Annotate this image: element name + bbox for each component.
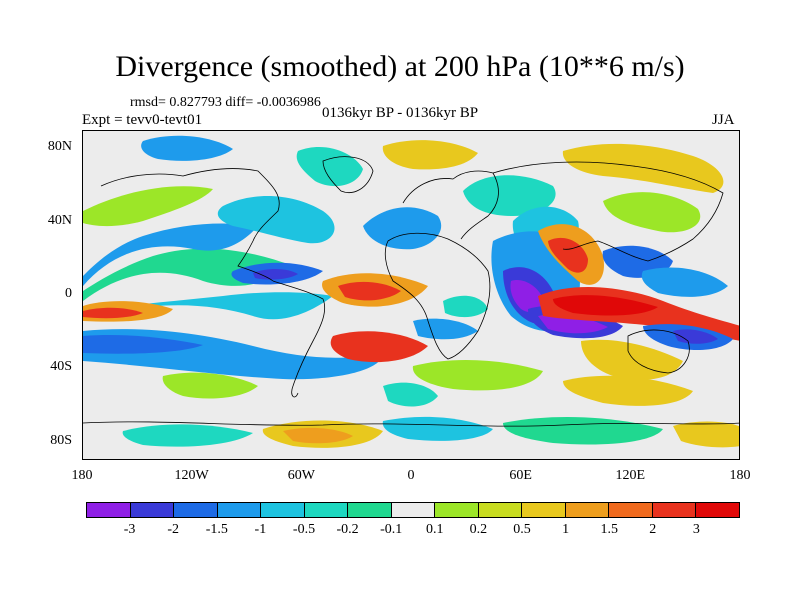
contour-blob: [412, 359, 543, 391]
coastlines: [83, 156, 739, 427]
lat-tick-label: 0: [65, 286, 72, 301]
colorbar-swatch: [217, 503, 262, 517]
north-america-coast: [100, 168, 280, 282]
contour-blob: [296, 147, 363, 187]
contour-blob: [603, 192, 701, 233]
contour-blob: [338, 281, 401, 301]
colorbar-tick-label: 0.1: [426, 522, 444, 537]
contour-blob: [83, 307, 143, 319]
contour-blob: [503, 417, 663, 445]
colorbar-tick-label: 1: [562, 522, 570, 537]
plot-title: Divergence (smoothed) at 200 hPa (10**6 …: [115, 50, 685, 83]
colorbar-swatch: [478, 503, 523, 517]
colorbar-tick-label: 1.5: [600, 522, 618, 537]
lon-tick-label: 60W: [287, 468, 315, 483]
contour-blob: [363, 207, 442, 250]
colorbar-swatch: [304, 503, 349, 517]
contour-blob: [283, 427, 353, 444]
south-america-coast: [272, 280, 326, 398]
australia-coast: [627, 329, 690, 374]
contour-blob: [673, 421, 739, 448]
contour-blob: [83, 335, 203, 354]
greenland-coast: [322, 156, 374, 193]
contour-blob: [382, 140, 478, 170]
colorbar-tick-label: -1: [254, 522, 267, 537]
colorbar-tick-label: 0.2: [469, 522, 488, 537]
stats-text: rmsd= 0.827793 diff= -0.0036986: [130, 95, 321, 110]
lat-tick-label: 40S: [50, 359, 72, 375]
lon-tick-label: 120E: [615, 468, 646, 483]
colorbar-swatch: [174, 503, 218, 517]
asia-coast: [492, 161, 724, 262]
contour-blob: [141, 135, 233, 161]
colorbar-swatch: [609, 503, 653, 517]
colorbar-tick-label: -0.5: [292, 522, 316, 537]
colorbar-swatch: [348, 503, 392, 517]
colorbar-swatch: [130, 503, 175, 517]
contour-blob: [382, 416, 493, 441]
lon-tick-label: 120W: [174, 468, 209, 483]
contour-blob: [562, 143, 724, 193]
experiment-label: Expt = tevv0-tevt01: [82, 112, 203, 128]
colorbar-swatch: [696, 503, 739, 517]
lon-tick-label: 60E: [509, 468, 532, 483]
colorbar-tick-label: -1.5: [205, 522, 228, 537]
lat-tick-label: 80N: [47, 139, 72, 155]
colorbar-tick-label: -2: [167, 522, 180, 537]
map-panel: [82, 130, 740, 460]
colorbar-tick-label: 0.5: [513, 522, 531, 537]
contour-blob: [122, 424, 253, 447]
lon-tick-label: 180: [71, 468, 93, 483]
colorbar-swatch: [522, 503, 566, 517]
contour-blob: [538, 314, 608, 334]
lat-tick-label: 40N: [47, 212, 72, 228]
divergence-field-map: [83, 135, 739, 448]
contour-blob: [162, 372, 258, 399]
contour-blob: [443, 295, 488, 318]
contour-blob: [83, 292, 333, 321]
colorbar-swatch: [261, 503, 305, 517]
colorbar-swatch: [435, 503, 479, 517]
contour-blob: [217, 195, 335, 244]
colorbar-swatch: [565, 503, 610, 517]
contour-blob: [510, 280, 543, 313]
contour-blob: [330, 331, 428, 363]
colorbar-swatch: [87, 503, 131, 517]
contour-blob: [641, 267, 728, 297]
season-label: JJA: [712, 112, 735, 128]
colorbar: [86, 502, 740, 518]
contour-blob: [83, 223, 258, 286]
colorbar-tick-label: 2: [649, 522, 657, 537]
contour-blob: [383, 382, 438, 407]
contour-blob: [581, 339, 683, 380]
period-label: 0136kyr BP - 0136kyr BP: [322, 105, 479, 121]
contour-blob: [553, 295, 658, 316]
contour-blob: [563, 375, 693, 406]
contour-blob: [83, 186, 213, 227]
lon-tick-label: 180: [729, 468, 751, 483]
contour-blob: [83, 248, 293, 301]
contour-blob: [413, 318, 478, 340]
contour-blob: [463, 175, 556, 216]
contour-blob: [253, 268, 298, 280]
antarctica-coast: [83, 421, 739, 427]
colorbar-tick-label: 3: [692, 522, 700, 537]
africa-coast: [384, 232, 491, 360]
colorbar-swatch: [391, 503, 436, 517]
divergence-contours: [83, 135, 739, 448]
colorbar-swatch: [652, 503, 697, 517]
colorbar-tick-label: -3: [123, 522, 136, 537]
colorbar-tick-label: -0.1: [380, 522, 403, 537]
contour-blob: [673, 329, 718, 344]
colorbar-tick-label: -0.2: [336, 522, 359, 537]
lat-tick-label: 80S: [50, 432, 72, 448]
lon-tick-label: 0: [407, 468, 415, 483]
